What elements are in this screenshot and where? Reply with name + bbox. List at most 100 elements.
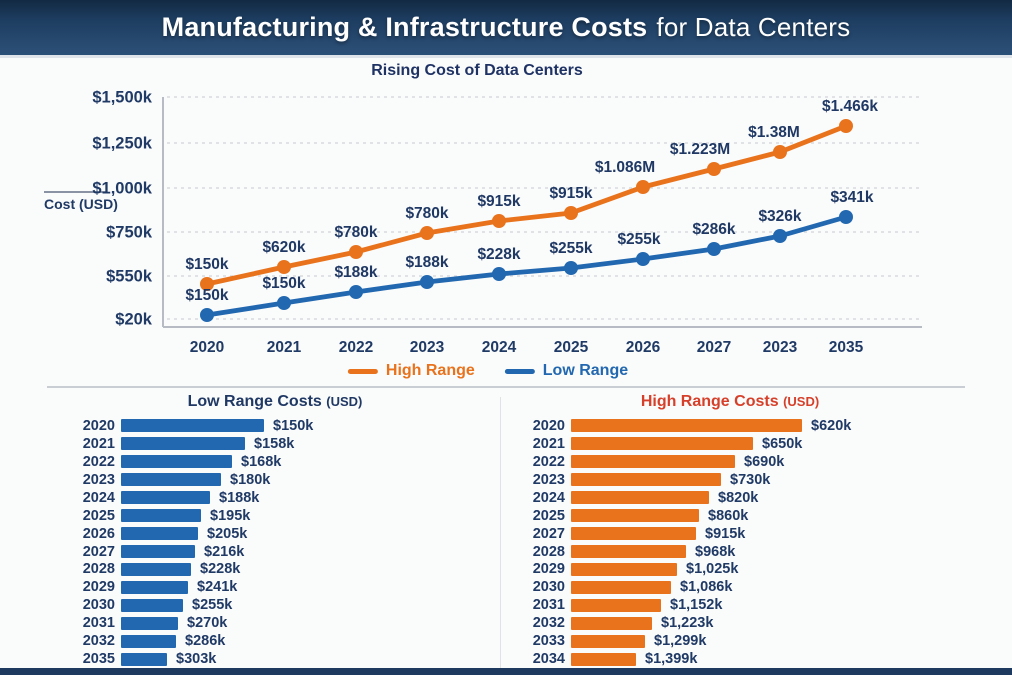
data-point-label: $255k	[549, 240, 592, 257]
table-row: 2027 $216k	[75, 543, 475, 561]
value-label: $690k	[744, 453, 785, 470]
table-row: 2027 $915k	[520, 525, 940, 543]
panel-divider	[500, 397, 501, 670]
year-label: 2022	[532, 453, 565, 470]
y-tick-label: $1,250k	[92, 135, 152, 153]
value-bar	[571, 652, 636, 666]
table-row: 2031 $270k	[75, 614, 475, 632]
table-row: 2020 $150k	[75, 417, 475, 435]
data-point-label: $1.086M	[595, 159, 655, 176]
value-bar	[121, 473, 221, 487]
table-row: 2035 $303k	[75, 650, 475, 668]
data-point	[200, 308, 214, 322]
section-divider	[47, 386, 965, 388]
year-label: 2027	[532, 525, 565, 542]
year-label: 2029	[82, 579, 115, 596]
year-label: 2026	[82, 525, 115, 542]
low-range-rows: 2020 $150k 2021 $158k 2022 $168k 2023 $180k 2024…	[75, 417, 475, 668]
y-tick-label: $1,000k	[92, 180, 152, 198]
data-point-label: $150k	[185, 287, 228, 304]
value-bar	[571, 562, 677, 576]
table-row: 2023 $180k	[75, 471, 475, 489]
value-label: $286k	[185, 633, 226, 650]
value-bar	[571, 598, 661, 612]
data-point	[492, 267, 506, 281]
year-label: 2035	[82, 651, 115, 668]
bottom-strip	[0, 668, 1012, 675]
table-row: 2032 $286k	[75, 632, 475, 650]
table-row: 2028 $968k	[520, 543, 940, 561]
table-row: 2028 $228k	[75, 561, 475, 579]
table-row: 2023 $730k	[520, 471, 940, 489]
value-bar	[121, 545, 195, 559]
y-axis-title: Cost (USD)	[44, 191, 118, 212]
data-point-label: $915k	[549, 185, 592, 202]
banner-title-suffix: for Data Centers	[656, 12, 851, 42]
x-tick-label: 2023	[410, 339, 445, 356]
value-label: $188k	[219, 489, 260, 506]
x-tick-label: 2024	[482, 339, 517, 356]
low-range-swatch-icon	[504, 368, 535, 374]
value-label: $241k	[197, 579, 238, 596]
data-point	[420, 275, 434, 289]
data-point-label: $286k	[692, 221, 735, 238]
table-row: 2024 $820k	[520, 489, 940, 507]
x-tick-label: 2023	[763, 339, 798, 356]
value-bar	[121, 634, 176, 648]
low-range-legend-label: Low Range	[542, 362, 629, 379]
year-label: 2028	[532, 543, 565, 560]
value-label: $650k	[762, 435, 803, 452]
table-row: 2034 $1,399k	[520, 650, 940, 668]
table-row: 2030 $1,086k	[520, 578, 940, 596]
value-label: $915k	[705, 525, 746, 542]
data-point	[564, 261, 578, 275]
data-point-label: $780k	[405, 205, 448, 222]
data-point-label: $188k	[405, 254, 448, 271]
data-point	[200, 277, 214, 291]
value-label: $216k	[204, 543, 245, 560]
value-label: $255k	[192, 597, 233, 614]
value-bar	[571, 527, 696, 541]
table-row: 2029 $241k	[75, 578, 475, 596]
value-label: $158k	[254, 435, 295, 452]
data-point	[839, 210, 853, 224]
x-tick-label: 2022	[339, 339, 373, 356]
year-label: 2030	[82, 597, 115, 614]
year-label: 2033	[532, 633, 565, 650]
data-point	[636, 180, 650, 194]
year-label: 2032	[532, 615, 565, 632]
table-row: 2030 $255k	[75, 596, 475, 614]
value-label: $303k	[176, 651, 217, 668]
value-bar	[571, 491, 709, 505]
year-label: 2021	[532, 435, 565, 452]
legend-item-high-range: High Range	[347, 362, 475, 380]
value-label: $1,399k	[645, 651, 698, 668]
value-bar	[121, 455, 232, 469]
table-row: 2021 $650k	[520, 435, 940, 453]
x-tick-label: 2027	[697, 339, 731, 356]
low-range-table: Low Range Costs (USD) 2020 $150k 2021 $158k…	[75, 393, 475, 668]
data-point-label: $915k	[477, 193, 520, 210]
data-point	[707, 242, 721, 256]
value-bar	[121, 580, 188, 594]
x-tick-label: 2020	[190, 339, 224, 356]
year-label: 2023	[532, 471, 565, 488]
value-label: $270k	[187, 615, 228, 632]
value-label: $180k	[230, 471, 271, 488]
high-range-rows: 2020 $620k 2021 $650k 2022 $690k 2023 $730k 2024…	[520, 417, 940, 668]
x-tick-label: 2025	[554, 339, 589, 356]
value-bar	[571, 509, 699, 523]
table-row: 2025 $195k	[75, 507, 475, 525]
data-point	[349, 285, 363, 299]
year-label: 2021	[82, 435, 115, 452]
table-row: 2022 $168k	[75, 453, 475, 471]
year-label: 2034	[532, 651, 565, 668]
high-range-title-text: High Range Costs	[640, 393, 779, 410]
y-tick-label: $1,500k	[92, 89, 152, 107]
data-point-label: $780k	[334, 224, 377, 241]
value-bar	[571, 634, 645, 648]
data-point-label: $255k	[617, 231, 660, 248]
data-point	[349, 245, 363, 259]
year-label: 2022	[82, 453, 115, 470]
data-point	[839, 119, 853, 133]
